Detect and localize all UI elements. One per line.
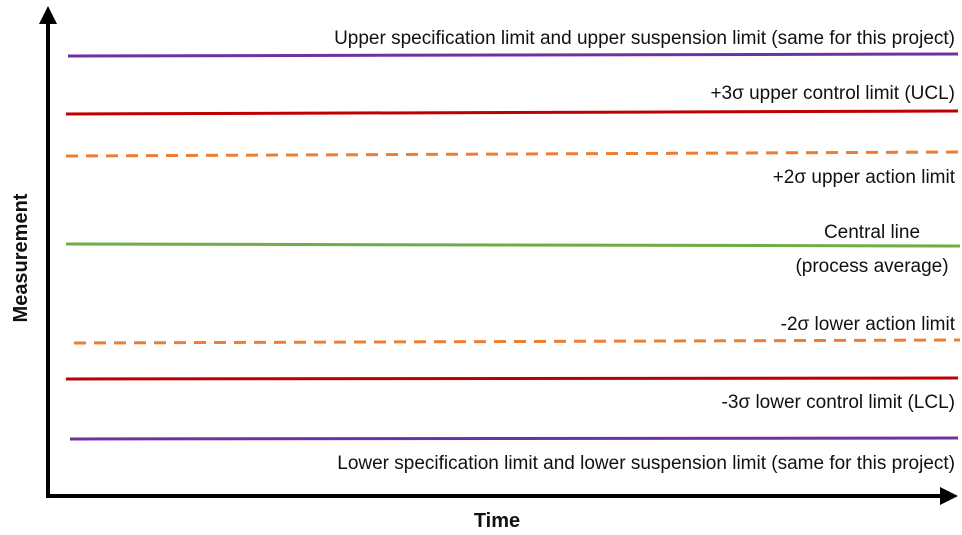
lower-spec-limit-label: Lower specification limit and lower susp…	[337, 453, 955, 474]
lower-action-limit-label: -2σ lower action limit	[781, 314, 956, 335]
lower-control-limit-label: -3σ lower control limit (LCL)	[722, 392, 955, 413]
upper-action-limit-label: +2σ upper action limit	[773, 167, 956, 188]
x-axis-arrow-icon	[940, 487, 958, 505]
central-line-line	[65, 242, 961, 248]
lower-spec-limit-line	[69, 436, 959, 441]
lower-action-limit-line	[73, 338, 961, 345]
y-axis-title: Measurement	[10, 193, 32, 322]
limit-labels: Upper specification limit and upper susp…	[334, 28, 956, 474]
upper-control-limit-line	[65, 109, 959, 116]
upper-action-limit-line	[65, 150, 961, 158]
lower-control-limit-line	[65, 376, 959, 381]
y-axis-arrow-icon	[39, 6, 57, 24]
central-line-label: (process average)	[795, 256, 948, 277]
x-axis-title: Time	[474, 510, 520, 532]
upper-spec-limit-line	[67, 52, 959, 58]
upper-control-limit-label: +3σ upper control limit (UCL)	[710, 83, 955, 104]
central-line-label: Central line	[824, 222, 920, 243]
upper-spec-limit-label: Upper specification limit and upper susp…	[334, 28, 955, 49]
limit-lines	[65, 52, 961, 441]
